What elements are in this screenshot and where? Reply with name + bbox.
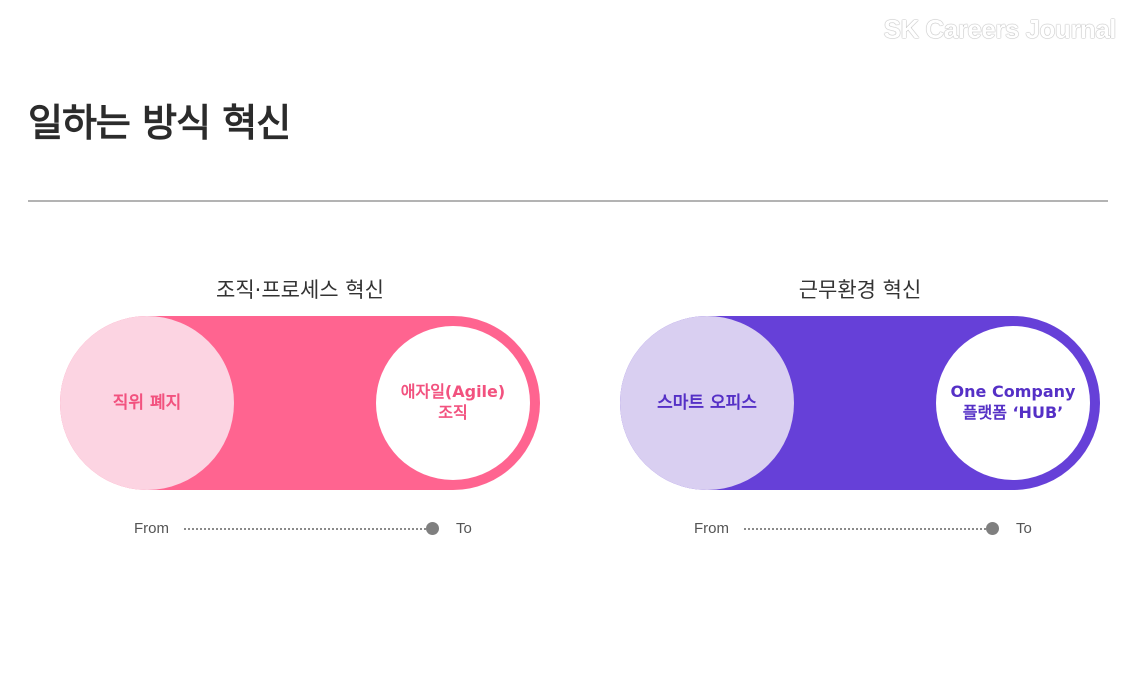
page-title: 일하는 방식 혁신 — [28, 101, 291, 145]
from-to-axis: From To — [60, 515, 540, 545]
title-divider — [28, 200, 1108, 202]
transition-track: 직위 폐지 애자일(Agile) 조직 — [60, 316, 540, 490]
from-to-axis: From To — [620, 515, 1100, 545]
axis-from-label: From — [134, 520, 169, 537]
axis-to-label: To — [1016, 520, 1032, 537]
axis-to-label: To — [456, 520, 472, 537]
panel-work-environment: 근무환경 혁신 스마트 오피스 One Company 플랫폼 ‘HUB’ Fr… — [620, 270, 1100, 560]
axis-end-dot — [426, 522, 439, 535]
from-circle: 스마트 오피스 — [620, 316, 794, 490]
to-circle: One Company 플랫폼 ‘HUB’ — [936, 326, 1090, 480]
panel-org-process: 조직·프로세스 혁신 직위 폐지 애자일(Agile) 조직 From To — [60, 270, 540, 560]
axis-dotted-line — [184, 528, 430, 530]
from-circle: 직위 폐지 — [60, 316, 234, 490]
axis-end-dot — [986, 522, 999, 535]
panel-title: 조직·프로세스 혁신 — [216, 278, 384, 302]
panel-title: 근무환경 혁신 — [798, 278, 922, 302]
transition-track: 스마트 오피스 One Company 플랫폼 ‘HUB’ — [620, 316, 1100, 490]
axis-from-label: From — [694, 520, 729, 537]
to-circle: 애자일(Agile) 조직 — [376, 326, 530, 480]
axis-dotted-line — [744, 528, 990, 530]
brand-logo: SK Careers Journal — [883, 14, 1117, 44]
